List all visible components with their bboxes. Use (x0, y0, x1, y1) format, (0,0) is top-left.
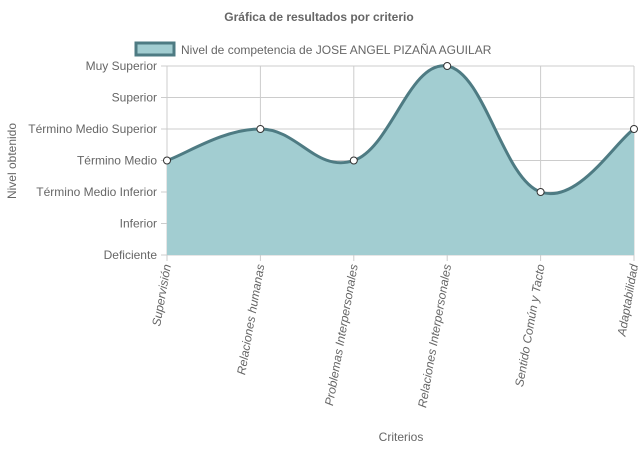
y-axis-title: Nivel obtenido (5, 123, 19, 199)
series-area (163, 62, 638, 255)
y-tick-label: Término Medio Inferior (36, 185, 157, 199)
legend[interactable]: Nivel de competencia de JOSE ANGEL PIZAÑ… (134, 41, 492, 57)
x-tick-label: Adaptabilidad (614, 263, 639, 338)
x-axis-title: Criterios (379, 430, 424, 444)
x-axis-ticks: Supervisión Relaciones humanas Problemas I… (149, 263, 639, 409)
data-point[interactable] (256, 125, 265, 133)
data-point[interactable] (630, 125, 638, 133)
data-point[interactable] (443, 62, 452, 70)
y-tick-label: Término Medio (77, 154, 157, 168)
data-point[interactable] (349, 156, 358, 165)
x-tick-label: Relaciones humanas (234, 263, 267, 376)
y-tick-label: Término Medio Superior (28, 122, 157, 136)
data-point[interactable] (163, 156, 171, 165)
x-tick-label: Relaciones Interpersonales (415, 263, 454, 409)
data-point[interactable] (536, 188, 545, 196)
legend-swatch (134, 41, 176, 57)
y-tick-label: Inferior (120, 217, 157, 231)
chart-title: Gráfica de resultados por criterio (224, 10, 413, 24)
x-tick-label: Problemas Interpersonales (322, 263, 361, 407)
series-fill (167, 65, 634, 255)
x-tick-label: Sentido Común y Tacto (512, 263, 547, 388)
y-tick-label: Muy Superior (86, 59, 157, 73)
y-tick-label: Deficiente (104, 248, 158, 262)
legend-label: Nivel de competencia de JOSE ANGEL PIZAÑ… (181, 43, 492, 57)
y-axis-ticks: Deficiente Inferior Término Medio Inferior… (28, 59, 157, 262)
x-tick-label: Supervisión (149, 263, 174, 328)
y-tick-label: Superior (112, 91, 157, 105)
